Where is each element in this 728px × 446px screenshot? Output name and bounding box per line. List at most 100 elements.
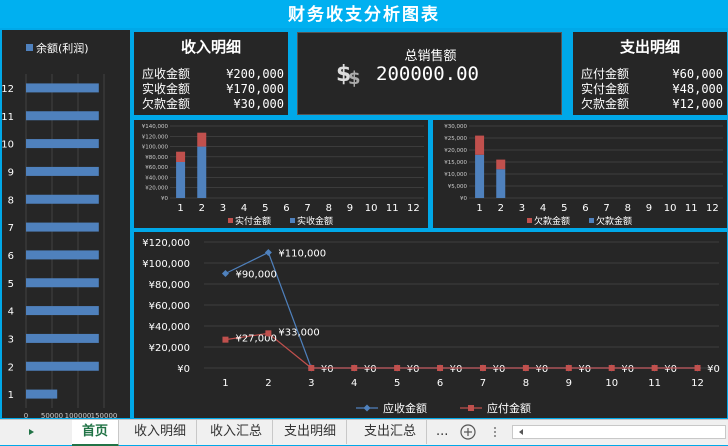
balance-bar [26, 139, 99, 149]
balance-bar [26, 306, 99, 316]
y-tick-label: ¥10,000 [444, 172, 467, 178]
card-row-label: 实收金额 [142, 82, 191, 96]
x-tick-label: 10 [365, 203, 378, 214]
dashboard-title: 财务收支分析图表 [0, 0, 728, 28]
more-tabs-button[interactable]: ... [436, 424, 449, 439]
y-tick-label: 7 [8, 223, 14, 234]
y-tick-label: ¥0 [177, 364, 190, 375]
card-row-label: 实付金额 [581, 82, 630, 96]
data-point [222, 336, 229, 343]
sales-card-value: 200000.00 [376, 63, 479, 85]
card-row-label: 应付金额 [581, 67, 630, 81]
x-tick-label: 5 [561, 203, 567, 214]
y-tick-label: 12 [2, 84, 14, 95]
legend-swatch [527, 218, 532, 223]
scroll-tabs-right-icon[interactable] [22, 420, 42, 444]
x-tick-label: 150000 [91, 412, 118, 418]
data-label: ¥0 [364, 364, 377, 375]
data-label: ¥0 [536, 364, 549, 375]
card-row-value: ¥170,000 [226, 82, 284, 96]
sheet-tab-4[interactable]: 支出明细 [274, 420, 348, 444]
y-tick-label: ¥20,000 [444, 148, 467, 154]
y-tick-label: ¥5,000 [448, 184, 468, 190]
legend-marker [363, 404, 371, 412]
y-tick-label: ¥80,000 [149, 280, 190, 291]
legend-label: 余额(利润) [36, 41, 89, 55]
data-point [265, 330, 272, 337]
add-sheet-icon[interactable] [458, 420, 478, 444]
x-tick-label: 7 [304, 203, 310, 214]
y-tick-label: 1 [8, 390, 14, 401]
sheet-tab-2[interactable]: 收入明细 [124, 420, 198, 444]
x-tick-label: 9 [646, 203, 652, 214]
series-line [225, 332, 698, 369]
sheet-tab-3[interactable]: 收入汇总 [200, 420, 274, 444]
balance-bar [26, 83, 99, 93]
scroll-left-icon[interactable] [515, 426, 527, 438]
y-tick-label: ¥80,000 [145, 155, 168, 161]
sales-card-title: 总销售额 [404, 49, 457, 64]
data-label: ¥0 [578, 364, 591, 375]
balance-bar [26, 389, 58, 399]
x-tick-label: 4 [540, 203, 546, 214]
data-label: ¥0 [450, 364, 463, 375]
x-tick-label: 5 [394, 378, 400, 389]
data-point [308, 365, 315, 371]
data-label: ¥0 [664, 364, 677, 375]
stacked-bar-segment [197, 132, 207, 147]
y-tick-label: 4 [8, 307, 14, 318]
expense-card-title: 支出明细 [619, 38, 680, 56]
sheet-tab-1[interactable]: 首页 [72, 420, 120, 446]
x-tick-label: 1 [476, 203, 482, 214]
tab-split-handle-icon[interactable] [490, 420, 500, 444]
y-tick-label: ¥60,000 [145, 165, 168, 171]
balance-bar [26, 111, 99, 121]
x-tick-label: 8 [523, 378, 529, 389]
card-row-value: ¥48,000 [672, 82, 723, 96]
y-tick-label: 2 [8, 362, 14, 373]
x-tick-label: 2 [199, 203, 205, 214]
data-label: ¥0 [407, 364, 420, 375]
balance-bar [26, 166, 99, 176]
sheet-tab-5[interactable]: 支出汇总 [354, 420, 428, 444]
income-card-title: 收入明细 [180, 38, 241, 56]
x-tick-label: 9 [347, 203, 353, 214]
x-tick-label: 6 [582, 203, 588, 214]
series-line [225, 251, 698, 369]
card-row: 实付金额 ¥48,000 [581, 82, 723, 97]
x-tick-label: 12 [691, 378, 704, 389]
stacked-bar-segment [475, 135, 485, 155]
x-tick-label: 10 [664, 203, 677, 214]
balance-bar [26, 222, 99, 232]
x-tick-label: 6 [437, 378, 443, 389]
balance-chart-panel: 余额(利润) 0 50000 100000 150000 1 2 3 4 5 6 7 8 9 10 11 12 [1, 30, 130, 420]
y-tick-label: ¥20,000 [149, 343, 190, 354]
data-label: ¥0 [621, 364, 634, 375]
x-tick-label: 1 [222, 378, 228, 389]
data-point [394, 365, 401, 371]
data-point [221, 270, 229, 277]
sales-card: 总销售额 $ $ 200000.00 [297, 32, 562, 115]
stacked-bar-segment [496, 159, 506, 170]
balance-bar [26, 333, 99, 343]
y-tick-label: 9 [8, 167, 14, 178]
expense-card-rows: 应付金额 ¥60,000 实付金额 ¥48,000 欠款金额 ¥12,000 [573, 57, 727, 112]
card-row-label: 欠款金额 [142, 97, 191, 111]
y-tick-label: 8 [8, 195, 14, 206]
horizontal-scrollbar[interactable] [512, 425, 726, 439]
y-tick-label: 11 [2, 112, 14, 123]
x-tick-label: 10 [605, 378, 618, 389]
y-tick-label: ¥140,000 [142, 124, 169, 130]
line-chart-panel: ¥0 ¥20,000 ¥40,000 ¥60,000 ¥80,000 ¥100,000 ¥1… [134, 232, 727, 418]
card-row-value: ¥60,000 [672, 67, 723, 81]
y-tick-label: ¥120,000 [142, 134, 169, 140]
legend-marker [468, 405, 474, 411]
card-row-label: 欠款金额 [581, 97, 630, 111]
balance-bar [26, 194, 99, 204]
x-tick-label: 5 [262, 203, 268, 214]
x-tick-label: 1 [177, 203, 183, 214]
legend-label: 实收金额 [297, 215, 333, 227]
y-tick-label: ¥20,000 [145, 186, 168, 192]
data-label: ¥110,000 [278, 249, 326, 260]
x-tick-label: 0 [24, 412, 28, 418]
